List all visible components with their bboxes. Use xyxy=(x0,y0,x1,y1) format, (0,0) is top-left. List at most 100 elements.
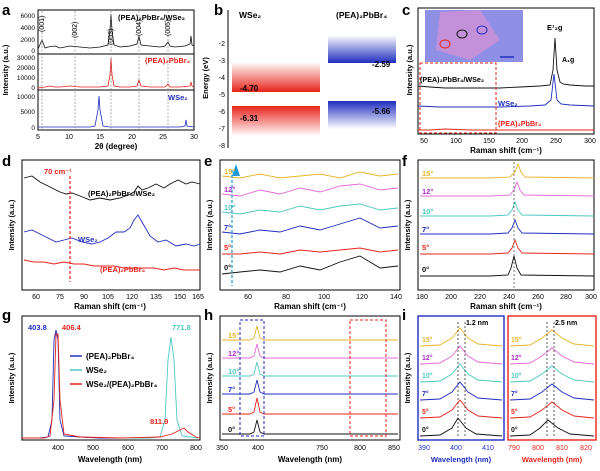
i-left-angle-12: 12° xyxy=(422,354,433,362)
b-ytick-m8: -8 xyxy=(219,143,225,150)
a-xtick-30: 30 xyxy=(190,134,198,141)
f-xtick-260: 260 xyxy=(532,294,544,301)
a-xtick-10: 10 xyxy=(65,134,73,141)
a-ytick-mid-1: 10000 xyxy=(17,75,35,82)
perovskite-cb-band xyxy=(328,35,396,63)
f-trace-15 xyxy=(420,162,595,179)
d-xtick-120: 120 xyxy=(126,294,138,301)
panel-letter-b: b xyxy=(214,2,223,19)
panel-d: 70 cm⁻¹ (PEA)₂PbBr₄/WSe₂ WSe₂ (PEA)₂PbBr… xyxy=(7,159,204,311)
i-left-trace-10 xyxy=(419,363,503,383)
e-xtick-100: 100 xyxy=(318,294,330,301)
i-left-trace-12 xyxy=(419,345,503,365)
d-xtick-90: 90 xyxy=(80,294,88,301)
h-xlabel: Wavelength (nm) xyxy=(278,455,342,464)
e-angle-5: 5° xyxy=(224,243,231,252)
i-right-xtick-820: 820 xyxy=(580,445,592,452)
c-label-wse2: WSe₂ xyxy=(498,99,518,108)
perovskite-vb-band xyxy=(328,101,396,129)
i-left-trace-15 xyxy=(419,327,503,347)
c-circle-blue xyxy=(476,25,488,35)
g-peak-403: 403.8 xyxy=(28,323,47,332)
a-ytick-top-2: 4000 xyxy=(21,25,36,32)
h-ylabel: Intensity (a.u.) xyxy=(205,352,214,403)
wse2-cb-band xyxy=(232,62,320,92)
i-left-trace-0 xyxy=(419,417,503,437)
a-xlabel: 2θ (degree) xyxy=(95,142,138,151)
b-ytick-m4: -4 xyxy=(219,75,225,82)
f-trace-10 xyxy=(420,200,595,217)
d-marker-label: 70 cm⁻¹ xyxy=(44,167,72,176)
i-right-angle-5: 5° xyxy=(511,408,518,416)
g-peak-811: 811.9 xyxy=(150,417,168,426)
f-xtick-300: 300 xyxy=(585,294,597,301)
i-right-angle-12: 12° xyxy=(511,354,522,362)
c-xtick-200: 200 xyxy=(516,138,528,145)
panel-letter-h: h xyxy=(204,307,213,324)
g-xtick-400: 400 xyxy=(52,445,64,452)
b-ytick-m2: -2 xyxy=(219,41,225,48)
panel-c: (PEA)₂PbBr₄/WSe₂ WSe₂ (PEA)₂PbBr₄ E¹₂g A… xyxy=(405,7,596,155)
i-left-xtick-400: 400 xyxy=(450,445,462,452)
h-frame xyxy=(219,315,401,441)
c-zoom-box xyxy=(419,62,497,134)
h-trace-5 xyxy=(222,397,398,415)
e-arrow-icon xyxy=(232,164,240,176)
c-circle-red xyxy=(439,39,451,49)
a-xtick-20: 20 xyxy=(128,134,136,141)
d-xlabel: Raman shift (cm⁻¹) xyxy=(74,302,146,311)
i-right-trace-12 xyxy=(509,347,595,365)
panel-letter-e: e xyxy=(204,153,212,170)
g-frame xyxy=(21,315,201,441)
e-angle-10: 10° xyxy=(224,203,235,212)
d-xtick-135: 135 xyxy=(150,294,162,301)
f-xlabel: Raman shift (cm⁻¹) xyxy=(470,302,542,311)
c-frame xyxy=(417,7,595,135)
h-xtick-350: 350 xyxy=(216,445,228,452)
d-frame xyxy=(21,159,201,291)
b-ytick-m5: -5 xyxy=(219,92,225,99)
f-trace-0 xyxy=(420,255,595,277)
xrd-hetero-trace xyxy=(37,13,195,50)
a-legend-wse2: WSe₂ xyxy=(168,93,188,102)
f-xtick-280: 280 xyxy=(560,294,572,301)
a-peak-003: (003) xyxy=(108,29,115,45)
d-xtick-75: 75 xyxy=(56,294,64,301)
f-angle-10: 10° xyxy=(422,207,433,216)
d-hetero-trace xyxy=(23,175,201,201)
i-right-angle-0: 0° xyxy=(511,426,518,434)
f-trace-7 xyxy=(420,218,595,235)
e-xtick-140: 140 xyxy=(390,294,402,301)
c-xlabel: Raman shift (cm⁻¹) xyxy=(470,146,542,155)
c-circle-black xyxy=(456,29,468,39)
panel-a-bot-frame xyxy=(37,89,195,131)
a-ytick-bot-2: 10000 xyxy=(17,94,35,101)
f-trace-12 xyxy=(420,180,595,197)
i-left-frame xyxy=(417,315,505,441)
e-trace-5 xyxy=(222,247,399,255)
i-right-xtick-790: 790 xyxy=(508,445,520,452)
h-xtick-800: 800 xyxy=(354,445,366,452)
h-trace-0 xyxy=(222,419,398,435)
e-ylabel: Intensity (a.u.) xyxy=(205,199,214,250)
i-left-angle-10: 10° xyxy=(422,372,433,380)
f-xtick-240: 240 xyxy=(503,294,515,301)
c-peak-a1g: A₁g xyxy=(562,57,574,64)
i-right-trace-7 xyxy=(509,383,595,401)
i-right-xtick-810: 810 xyxy=(556,445,568,452)
a-ytick-top-1: 2000 xyxy=(21,37,36,44)
panel-letter-g: g xyxy=(2,307,11,324)
d-xtick-105: 105 xyxy=(102,294,114,301)
e-frame xyxy=(219,159,401,291)
i-right-angle-10: 10° xyxy=(511,372,522,380)
b-right-title: (PEA)₂PbBr₄ xyxy=(336,10,387,20)
i-ylabel: Intensity (a.u.) xyxy=(403,352,412,403)
d-perovskite-trace xyxy=(23,259,200,271)
e-trace-15 xyxy=(221,171,399,179)
h-xtick-850: 850 xyxy=(388,445,400,452)
i-left-xtick-410: 410 xyxy=(482,445,494,452)
i-left-trace-7 xyxy=(419,381,503,401)
f-trace-5 xyxy=(420,238,595,255)
panel-e: 0° 5° 7° 10° 12° 15° 60 80 100 120 140 R… xyxy=(205,159,402,311)
